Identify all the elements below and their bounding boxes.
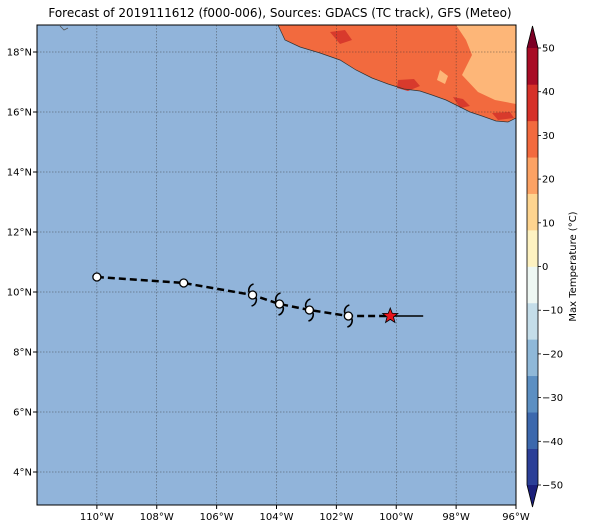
lon-tick-label: 104°W (260, 512, 294, 523)
land-hot-patch (492, 112, 514, 120)
lon-tick-label: 102°W (319, 512, 353, 523)
colorbar-bin (527, 266, 538, 304)
colorbar-bin (527, 120, 538, 158)
lat-tick-label: 12°N (7, 228, 32, 239)
land-hot-patch (453, 97, 470, 108)
axis-tick-labels: 110°W 108°W 106°W 104°W 102°W 100°W 98°W 96°W 4°… (7, 48, 530, 524)
colorbar-tick-label: −50 (542, 481, 563, 492)
colorbar-bin (527, 193, 538, 231)
colorbar-bin (527, 230, 538, 267)
colorbar-tick-label: −10 (542, 306, 563, 317)
colorbar-tick-label: 10 (542, 218, 555, 229)
track-point (92, 272, 102, 282)
land-warm-patch (437, 70, 448, 84)
track-point (247, 290, 258, 300)
track-point (179, 278, 189, 288)
map-area (37, 25, 516, 505)
lon-tick-label: 110°W (80, 512, 114, 523)
lat-tick-label: 6°N (13, 408, 32, 419)
lat-tick-label: 16°N (7, 108, 32, 119)
colorbar-label: Max Temperature (°C) (568, 211, 579, 321)
colorbar-tick-label: 50 (542, 44, 555, 55)
map-grid (37, 25, 516, 505)
lon-tick-label: 106°W (200, 512, 234, 523)
colorbar-bin (527, 375, 538, 413)
colorbar-tick-label: −40 (542, 437, 563, 448)
colorbar-bin (527, 48, 538, 85)
colorbar-tick-label: 40 (542, 87, 555, 98)
land-hot-patch (330, 30, 352, 44)
colorbar: 50 40 30 20 10 0 −10 −20 −30 −40 −50 Max Temperatur… (526, 25, 579, 508)
colorbar-extend-max (527, 26, 538, 48)
lon-tick-label: 100°W (379, 512, 413, 523)
island-outline (59, 25, 69, 31)
colorbar-bin (527, 84, 538, 122)
colorbar-tick-label: −30 (542, 393, 563, 404)
land-hot-patch (397, 79, 420, 91)
current-position-star-icon (381, 306, 399, 324)
colorbar-extend-min (527, 485, 538, 507)
lon-tick-label: 108°W (140, 512, 174, 523)
lat-tick-label: 8°N (13, 348, 32, 359)
track-point (343, 311, 354, 321)
lat-tick-label: 14°N (7, 168, 32, 179)
colorbar-tick-label: −20 (542, 349, 563, 360)
colorbar-bin (527, 339, 538, 377)
lat-tick-label: 18°N (7, 48, 32, 59)
colorbar-tick-label: 0 (542, 262, 548, 273)
colorbar-bin (527, 412, 538, 449)
map-title: Forecast of 2019111612 (f000-006), Sourc… (48, 6, 512, 20)
lat-tick-label: 10°N (7, 288, 32, 299)
lon-tick-label: 98°W (442, 512, 470, 523)
lat-tick-label: 4°N (13, 468, 32, 479)
colorbar-bin (527, 157, 538, 194)
lon-tick-label: 96°W (502, 512, 530, 523)
land-warm-region (456, 25, 516, 104)
storm-track (92, 272, 424, 328)
track-point (274, 299, 285, 309)
colorbar-bin (527, 448, 538, 486)
track-point (304, 305, 315, 315)
colorbar-tick-label: 30 (542, 131, 555, 142)
colorbar-bin (527, 302, 538, 340)
colorbar-tick-label: 20 (542, 175, 555, 186)
